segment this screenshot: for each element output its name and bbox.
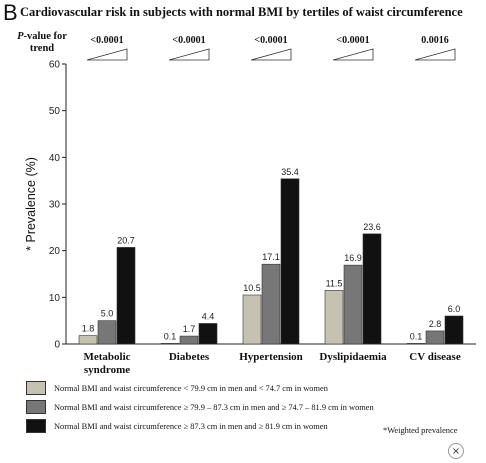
bar-value-label: 20.7: [117, 235, 135, 245]
chart-title: Cardiovascular risk in subjects with nor…: [20, 5, 463, 19]
bar-value-label: 23.6: [363, 222, 381, 232]
legend-label-tertile-1: Normal BMI and waist circumference < 79.…: [54, 383, 328, 393]
bar-diabetes-tertile-2: [179, 335, 199, 345]
footnote: *Weighted prevalence: [383, 426, 458, 435]
bar-metabolic-syndrome-tertile-1: [78, 335, 98, 345]
bar-value-label: 2.8: [429, 319, 442, 329]
trend-wedge-icon: [414, 48, 456, 61]
bar-value-label: 1.8: [82, 324, 95, 334]
category-label: Metabolic: [83, 351, 130, 363]
trend-wedge-icon: [86, 48, 128, 61]
p-value-title: P-value for trend: [16, 31, 68, 55]
bar-value-label: 11.5: [326, 278, 343, 288]
bar-value-label: 16.9: [344, 253, 362, 263]
legend-item-tertile-2: Normal BMI and waist circumference ≥ 79.…: [26, 400, 374, 414]
bar-metabolic-syndrome-tertile-3: [116, 247, 136, 345]
bar-value-label: 35.4: [281, 167, 299, 177]
category-label: Dyslipidaemia: [319, 351, 387, 363]
y-tick-label-60: 60: [49, 60, 61, 71]
bar-chart: 0 10 20 30 40 50 60 1.8 5.0 20.7 Metabolicsyndrome…: [49, 35, 476, 376]
bar-hypertension-tertile-3: [280, 178, 300, 345]
category-label: Hypertension: [239, 351, 303, 363]
trend-wedge-icon: [250, 48, 292, 61]
p-value-label: 0.0016: [421, 35, 449, 46]
y-tick-label-10: 10: [49, 293, 61, 304]
legend-item-tertile-1: Normal BMI and waist circumference < 79.…: [26, 381, 328, 395]
bar-dyslipidaemia-tertile-2: [343, 264, 363, 345]
category-label: Diabetes: [169, 351, 210, 363]
legend-label-tertile-2: Normal BMI and waist circumference ≥ 79.…: [54, 402, 374, 412]
p-value-letter: P: [17, 31, 24, 42]
y-tick-label-50: 50: [49, 106, 61, 117]
category-label: CV disease: [409, 351, 461, 363]
bar-value-label: 0.1: [410, 331, 423, 341]
bar-dyslipidaemia-tertile-3: [362, 233, 382, 345]
p-value-label: <0.0001: [90, 35, 123, 46]
bar-value-label: 4.4: [202, 311, 215, 321]
bar-diabetes-tertile-3: [198, 323, 218, 345]
bar-value-label: 1.7: [183, 324, 196, 334]
category-label: syndrome: [84, 364, 130, 376]
panel-letter: B: [3, 0, 18, 25]
bar-dyslipidaemia-tertile-1: [324, 290, 344, 345]
bar-cv-disease-tertile-1: [406, 343, 426, 345]
trend-wedge-icon: [168, 48, 210, 61]
p-value-label: <0.0001: [172, 35, 205, 46]
bar-diabetes-tertile-1: [160, 343, 180, 345]
p-value-title-text: -value for trend: [23, 31, 67, 54]
bar-value-label: 17.1: [262, 252, 280, 262]
bar-cv-disease-tertile-3: [444, 315, 464, 345]
bar-cv-disease-tertile-2: [425, 330, 445, 345]
legend-swatch-tertile-3: [26, 419, 46, 433]
y-tick-label-30: 30: [49, 200, 61, 211]
legend-swatch-tertile-2: [26, 400, 46, 414]
trend-wedge-icon: [332, 48, 374, 61]
bar-value-label: 5.0: [101, 309, 114, 319]
close-button[interactable]: ×: [448, 443, 464, 459]
p-value-label: <0.0001: [254, 35, 287, 46]
bar-value-label: 6.0: [448, 304, 461, 314]
y-tick-label-0: 0: [54, 340, 60, 351]
p-value-label: <0.0001: [336, 35, 369, 46]
legend-swatch-tertile-1: [26, 381, 46, 395]
y-tick-label-40: 40: [49, 153, 61, 164]
bar-hypertension-tertile-2: [261, 263, 281, 345]
bar-hypertension-tertile-1: [242, 294, 262, 345]
bar-value-label: 0.1: [164, 331, 177, 341]
y-tick-label-20: 20: [49, 246, 61, 257]
legend-item-tertile-3: Normal BMI and waist circumference ≥ 87.…: [26, 419, 328, 433]
bar-metabolic-syndrome-tertile-2: [97, 320, 117, 345]
bar-value-label: 10.5: [243, 283, 261, 293]
legend-label-tertile-3: Normal BMI and waist circumference ≥ 87.…: [54, 421, 328, 431]
